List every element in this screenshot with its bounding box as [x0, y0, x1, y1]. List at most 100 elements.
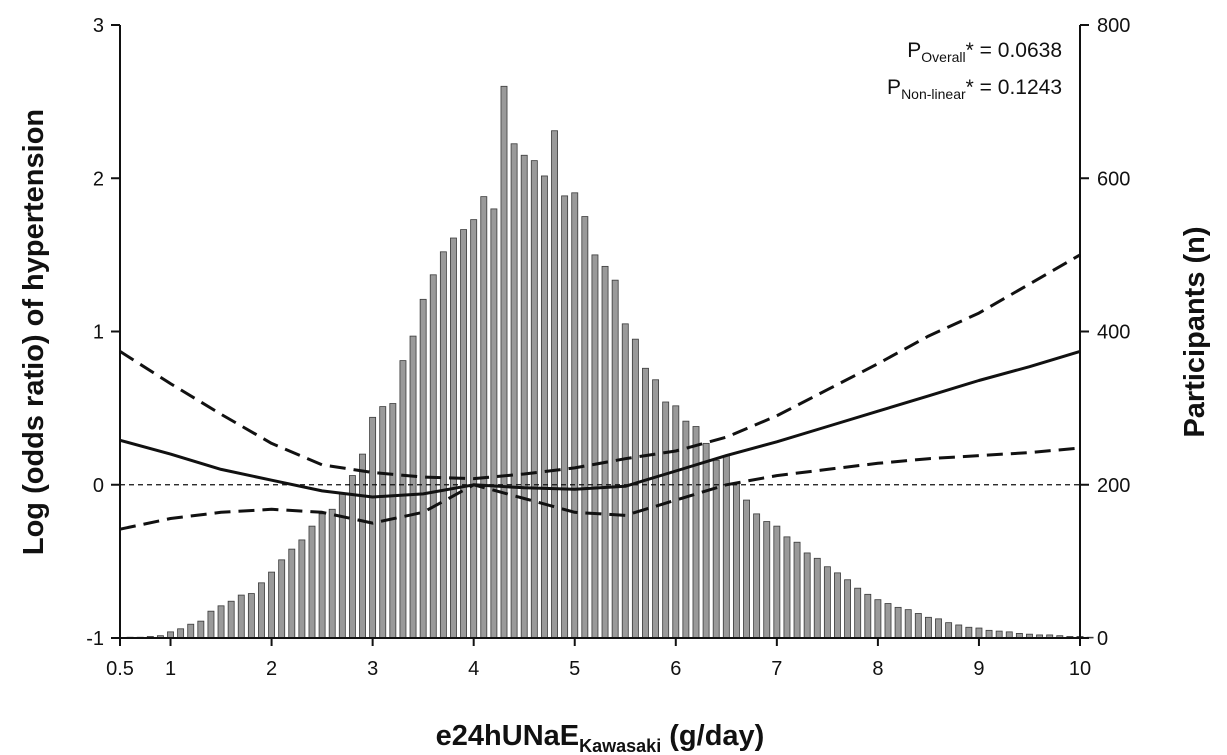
- x-axis-title-unit: (g/day): [661, 720, 764, 752]
- histogram-bar: [864, 593, 872, 639]
- histogram-bar: [530, 160, 538, 639]
- histogram-bar: [591, 254, 599, 639]
- p-overall-sub: Overall: [921, 49, 965, 65]
- histogram-bar: [288, 548, 296, 639]
- y-tick-label: -1: [86, 628, 104, 650]
- histogram-bar: [924, 616, 932, 639]
- y2-axis-title: Participants (n): [1179, 226, 1211, 437]
- histogram-bar: [268, 571, 276, 639]
- y2-tick-label: 0: [1097, 628, 1108, 650]
- histogram-bar: [551, 130, 558, 639]
- histogram-bar: [561, 195, 569, 639]
- p-overall-annotation: POverall* = 0.0638: [907, 39, 1062, 65]
- p-nonlinear-annotation: PNon-linear* = 0.1243: [887, 76, 1062, 102]
- histogram-bar: [450, 237, 457, 639]
- histogram-bar: [409, 335, 417, 639]
- histogram-bar: [207, 610, 215, 639]
- p-overall-prefix: P: [907, 39, 921, 62]
- x-tick-label: 2: [266, 658, 277, 680]
- histogram-bar: [177, 628, 185, 639]
- curves: [119, 253, 1081, 531]
- x-axis-title: e24hUNaEKawasaki (g/day): [436, 720, 765, 755]
- x-tick-label: 4: [468, 658, 479, 680]
- histogram-bar: [672, 405, 680, 639]
- histogram-bar: [743, 499, 750, 639]
- histogram-bar: [914, 613, 922, 639]
- y2-tick-label: 800: [1097, 15, 1130, 37]
- histogram-bar: [187, 623, 195, 639]
- histogram-bar: [844, 579, 852, 639]
- y-tick-label: 1: [93, 322, 104, 344]
- histogram-bar: [945, 622, 953, 639]
- y-tick-label: 2: [93, 168, 104, 190]
- histogram-bar: [298, 539, 306, 639]
- p-nonlinear-sub: Non-linear: [901, 86, 966, 102]
- p-nonlinear-prefix: P: [887, 76, 901, 99]
- histogram-bar: [773, 525, 781, 639]
- x-tick-label: 5: [569, 658, 580, 680]
- histogram-bar: [581, 216, 589, 639]
- y-axis-title: Log (odds ratio) of hypertension: [18, 109, 50, 555]
- histogram-bar: [480, 196, 488, 639]
- x-tick-label: 10: [1069, 658, 1091, 680]
- histogram-bar: [348, 475, 356, 639]
- x-tick-label: 0.5: [106, 658, 134, 680]
- histogram-bar: [702, 442, 710, 639]
- histogram-bar: [732, 482, 740, 639]
- p-nonlinear-value: * = 0.1243: [966, 76, 1062, 99]
- histogram-bars: [126, 85, 1094, 639]
- histogram-bar: [510, 143, 518, 639]
- histogram-bar: [460, 229, 468, 639]
- histogram-bar: [631, 338, 639, 639]
- tick-marks: [111, 24, 1089, 646]
- histogram-bar: [621, 323, 629, 639]
- histogram-bar: [813, 557, 821, 639]
- histogram-bar: [682, 420, 690, 639]
- histogram-bar: [490, 208, 498, 639]
- histogram-bar: [793, 541, 801, 639]
- histogram-bar: [258, 582, 265, 639]
- histogram-bar: [975, 627, 983, 639]
- y2-tick-label: 200: [1097, 475, 1130, 497]
- histogram-bar: [894, 606, 902, 639]
- histogram-bar: [803, 552, 811, 639]
- histogram-bar: [278, 559, 286, 639]
- y2-tick-label: 400: [1097, 322, 1130, 344]
- histogram-bar: [571, 192, 579, 639]
- histogram-bar: [359, 453, 366, 639]
- histogram-bar: [419, 298, 427, 639]
- x-tick-label: 8: [872, 658, 883, 680]
- histogram-bar: [662, 401, 670, 639]
- x-tick-label: 7: [771, 658, 782, 680]
- histogram-bar: [692, 426, 700, 639]
- histogram-bar: [904, 609, 912, 639]
- histogram-bar: [823, 566, 831, 639]
- histogram-bar: [197, 620, 205, 639]
- histogram-bar: [642, 367, 649, 639]
- x-axis-title-main: e24hUNaE: [436, 720, 579, 752]
- histogram-bar: [874, 599, 882, 639]
- histogram-bar: [955, 624, 963, 639]
- x-tick-label: 9: [973, 658, 984, 680]
- histogram-bar: [854, 587, 862, 639]
- histogram-bar: [470, 219, 478, 639]
- histogram-bar: [601, 265, 609, 639]
- tick-labels: 0.5 1 2 3 4 5 6 7 8 9 10 -1 0 1 2 3 0 200 400 600 800: [86, 15, 1130, 680]
- x-tick-label: 6: [670, 658, 681, 680]
- histogram-bar: [995, 630, 1003, 639]
- p-overall-value: * = 0.0638: [966, 39, 1062, 62]
- histogram-bar: [217, 605, 225, 639]
- histogram-bar: [884, 603, 892, 639]
- histogram-bar: [247, 593, 255, 639]
- histogram-bar: [439, 251, 447, 639]
- y-tick-label: 0: [93, 475, 104, 497]
- odds-ratio-curve: [119, 349, 1081, 499]
- histogram-bar: [227, 600, 235, 639]
- upper-ci-curve: [119, 253, 1081, 481]
- histogram-bar: [328, 508, 336, 639]
- histogram-bar: [520, 154, 528, 639]
- histogram-bar: [652, 379, 660, 639]
- histogram-bar: [985, 629, 993, 639]
- histogram-bar: [783, 536, 791, 639]
